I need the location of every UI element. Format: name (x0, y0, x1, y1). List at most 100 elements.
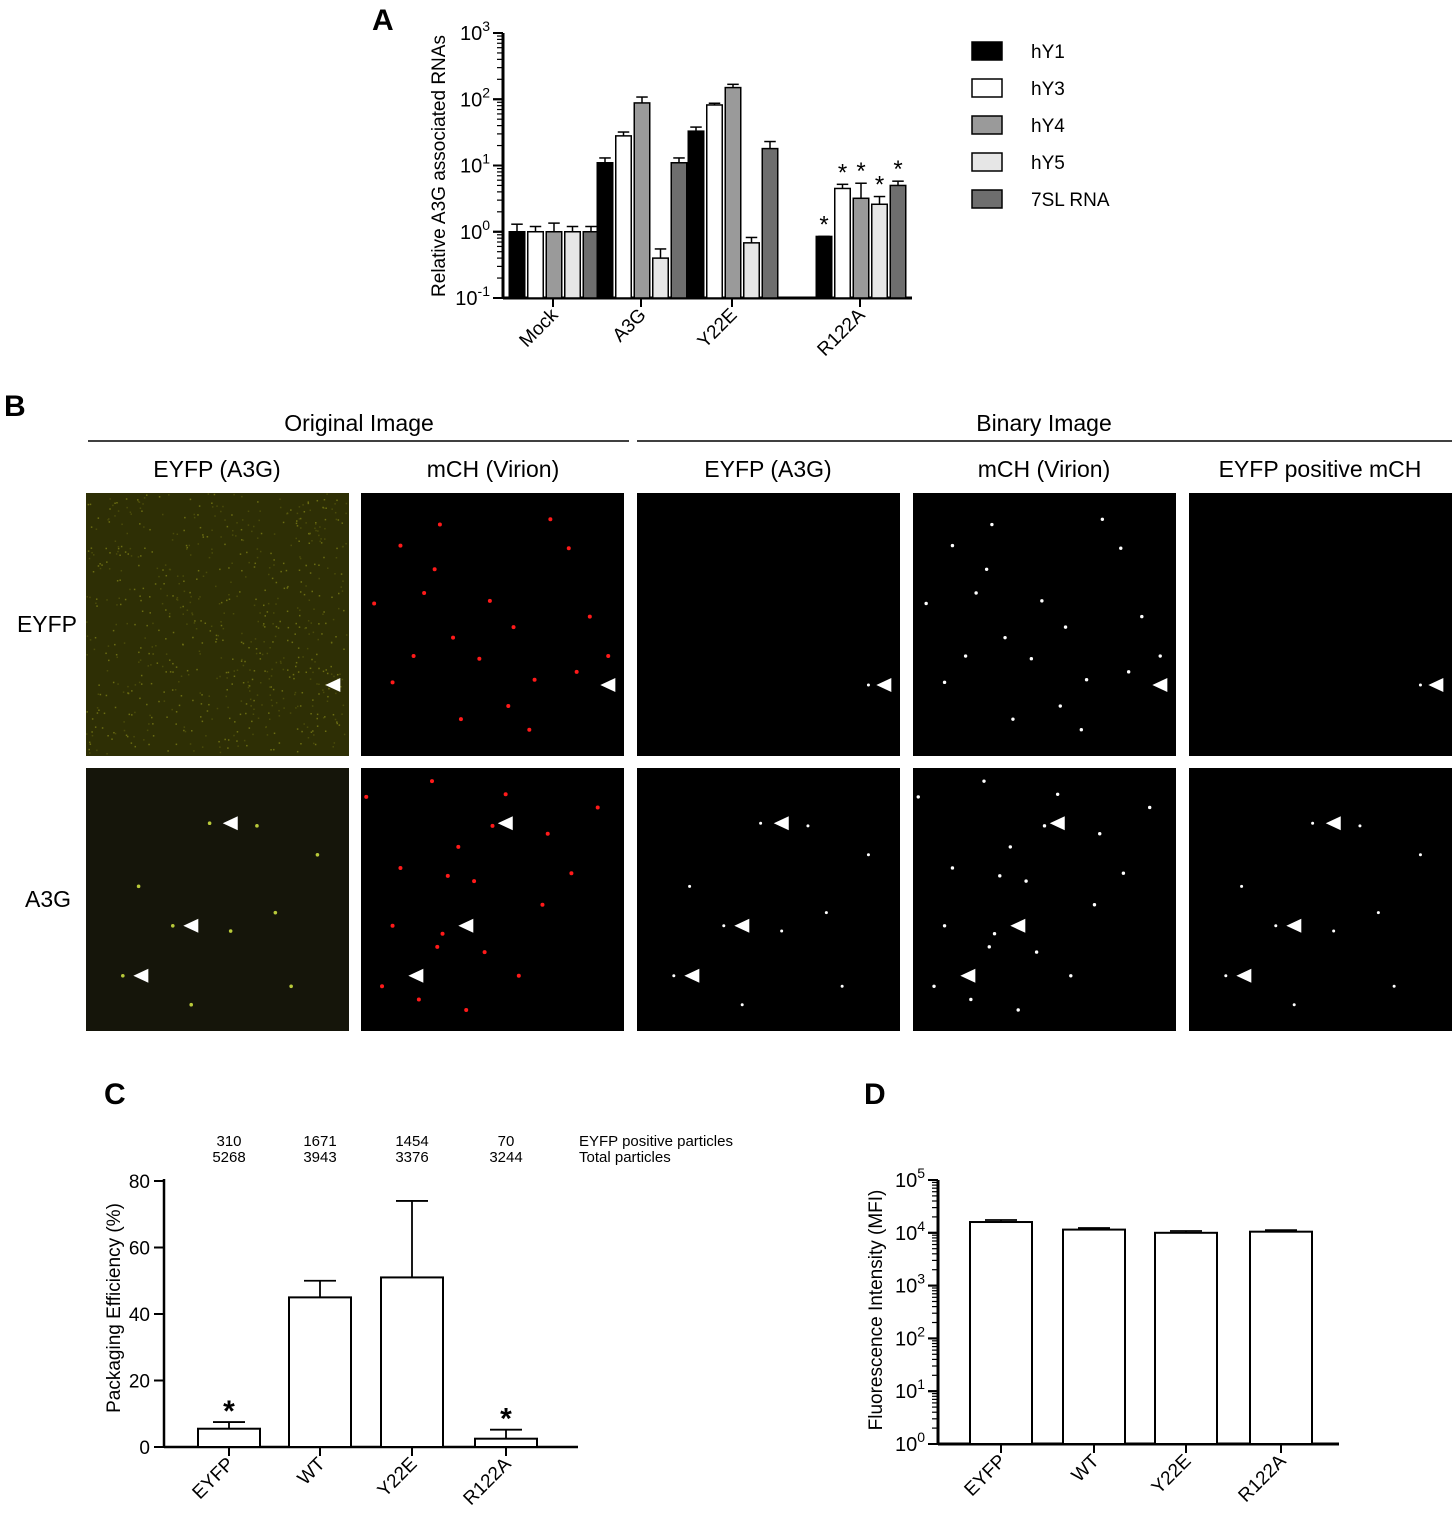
noise-speck (279, 506, 282, 509)
noise-speck (164, 564, 167, 566)
noise-speck (172, 671, 174, 673)
noise-speck (175, 743, 178, 746)
noise-speck (298, 569, 301, 572)
noise-speck (198, 505, 201, 507)
noise-speck (295, 661, 298, 664)
count-positive: 1454 (395, 1133, 428, 1150)
noise-speck (168, 612, 171, 615)
virion-dot (398, 543, 403, 548)
noise-speck (127, 685, 129, 688)
bar-hy4 (545, 231, 563, 299)
noise-speck (178, 704, 181, 707)
noise-speck (137, 499, 139, 501)
noise-speck (265, 726, 267, 729)
noise-speck (217, 634, 220, 637)
noise-speck (178, 681, 180, 683)
legend-swatch (971, 115, 1003, 135)
virion-dot (390, 680, 395, 685)
noise-speck (273, 564, 275, 566)
y-tick-label: 101 (895, 1376, 925, 1403)
noise-speck (235, 535, 237, 537)
noise-speck (204, 622, 207, 625)
noise-speck (268, 712, 270, 714)
y-tick-label: 60 (129, 1239, 150, 1260)
arrowhead (222, 816, 238, 831)
virion-dot (532, 677, 537, 682)
binary-dot (688, 884, 692, 888)
x-tick-label: R122A (814, 304, 870, 360)
noise-speck (96, 749, 98, 752)
noise-speck (319, 540, 321, 543)
noise-speck (241, 519, 244, 521)
noise-speck (148, 723, 150, 725)
bar-7sl-rna (582, 231, 600, 299)
noise-speck (86, 595, 89, 598)
noise-speck (92, 554, 95, 556)
noise-speck (211, 502, 213, 504)
noise-speck (168, 494, 170, 496)
noise-speck (183, 529, 185, 532)
noise-speck (301, 730, 303, 733)
noise-speck (243, 739, 246, 742)
noise-speck (231, 683, 233, 685)
noise-speck (228, 598, 231, 600)
virion-dot (364, 794, 369, 799)
noise-speck (295, 665, 297, 668)
noise-speck (293, 677, 295, 680)
noise-speck (270, 686, 273, 688)
noise-speck (345, 542, 347, 545)
noise-speck (240, 528, 243, 531)
count-positive: 70 (498, 1133, 515, 1150)
noise-speck (251, 530, 253, 533)
noise-speck (199, 526, 202, 529)
noise-speck (142, 587, 145, 590)
noise-speck (134, 711, 136, 714)
noise-speck (143, 739, 145, 741)
noise-speck (211, 718, 213, 720)
noise-speck (259, 681, 262, 684)
noise-speck (225, 671, 228, 674)
noise-speck (296, 728, 299, 730)
noise-speck (341, 678, 344, 681)
noise-speck (236, 522, 238, 524)
noise-speck (280, 662, 282, 664)
noise-speck (205, 735, 207, 737)
noise-speck (211, 506, 214, 508)
noise-speck (307, 620, 310, 622)
noise-speck (228, 717, 231, 720)
panel-d-chart: 100 101 102 103 104 105 Fluorescence Intensity… (866, 1165, 1339, 1507)
noise-speck (220, 536, 222, 538)
binary-dot (1418, 683, 1422, 687)
noise-speck (106, 753, 108, 755)
noise-speck (192, 699, 194, 702)
noise-speck (316, 717, 318, 720)
noise-speck (208, 703, 210, 706)
noise-speck (149, 528, 151, 531)
noise-speck (310, 712, 312, 715)
noise-speck (219, 746, 221, 748)
noise-speck (318, 595, 321, 597)
virion-dot (606, 654, 611, 659)
noise-speck (144, 637, 146, 639)
noise-speck (233, 493, 235, 496)
virion-dot (548, 517, 553, 522)
noise-speck (169, 671, 172, 673)
noise-speck (222, 627, 225, 630)
noise-speck (89, 503, 92, 506)
noise-speck (111, 738, 113, 740)
noise-speck (117, 510, 120, 512)
noise-speck (216, 707, 219, 710)
noise-speck (227, 739, 230, 741)
noise-speck (298, 614, 301, 617)
noise-speck (91, 551, 93, 554)
noise-speck (236, 669, 239, 671)
binary-dot (1040, 599, 1044, 603)
binary-dot (924, 601, 928, 606)
arrowhead (1152, 677, 1168, 692)
noise-speck (218, 740, 220, 743)
binary-dot (932, 984, 936, 988)
noise-speck (142, 503, 144, 505)
noise-speck (296, 705, 299, 708)
bar-hy3 (527, 231, 544, 299)
noise-speck (86, 621, 88, 623)
